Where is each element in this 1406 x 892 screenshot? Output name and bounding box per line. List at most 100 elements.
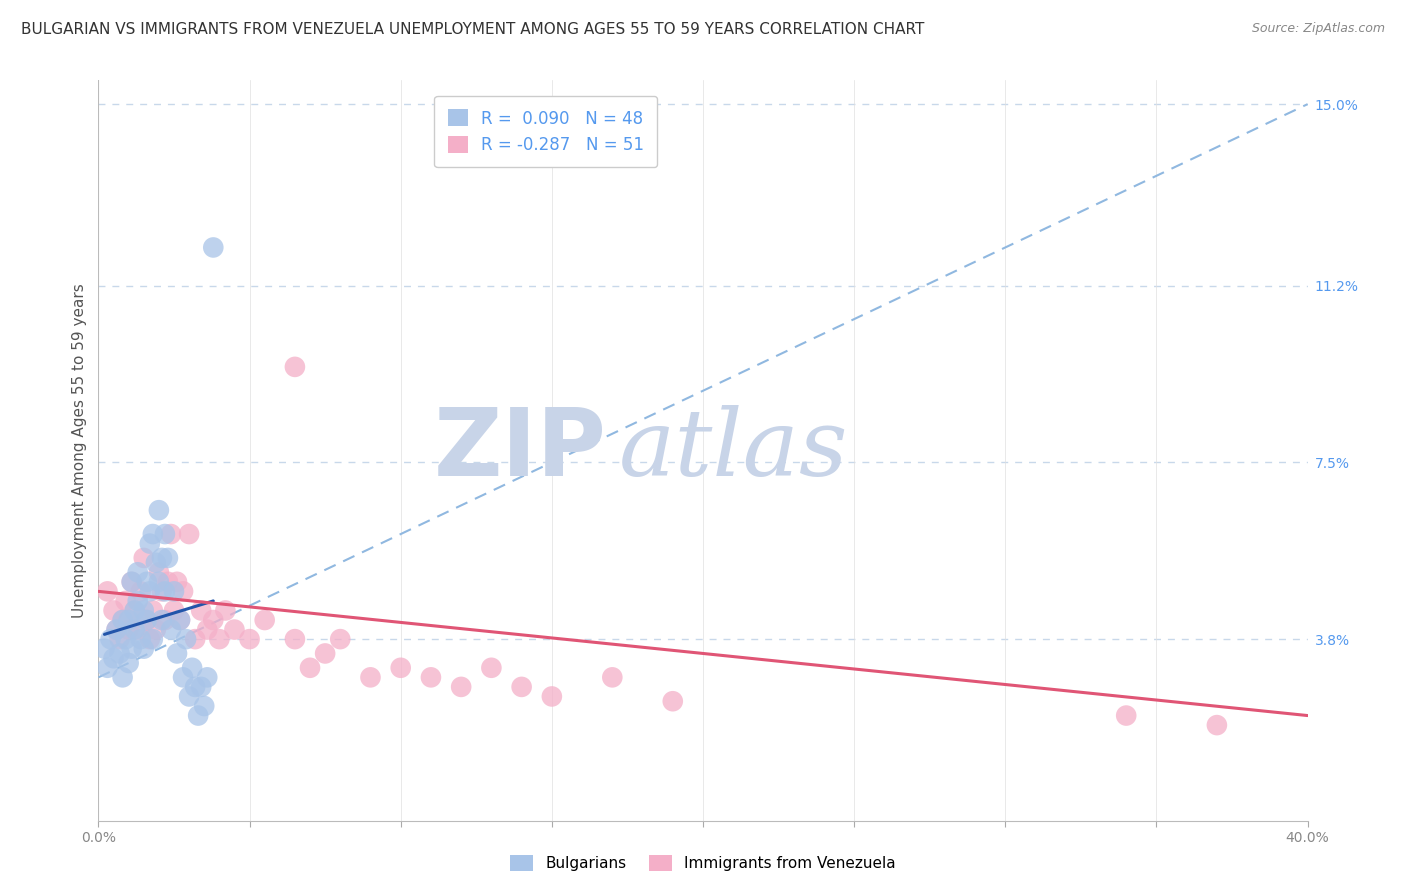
Point <box>139 584 162 599</box>
Point <box>284 632 307 647</box>
Point <box>111 670 134 684</box>
Point <box>153 527 176 541</box>
Point <box>121 641 143 656</box>
Point <box>329 632 352 647</box>
Point <box>181 661 204 675</box>
Point <box>166 647 188 661</box>
Point <box>208 632 231 647</box>
Y-axis label: Unemployment Among Ages 55 to 59 years: Unemployment Among Ages 55 to 59 years <box>72 283 87 618</box>
Point <box>190 603 212 617</box>
Point <box>135 613 157 627</box>
Point <box>214 603 236 617</box>
Point <box>239 632 262 647</box>
Point <box>420 670 443 684</box>
Point <box>602 670 624 684</box>
Point <box>129 584 152 599</box>
Text: Source: ZipAtlas.com: Source: ZipAtlas.com <box>1251 22 1385 36</box>
Point <box>145 556 167 570</box>
Point <box>163 584 186 599</box>
Point <box>314 647 336 661</box>
Point <box>148 574 170 589</box>
Point <box>96 661 118 675</box>
Point <box>132 641 155 656</box>
Point <box>179 527 201 541</box>
Point <box>150 584 173 599</box>
Point <box>202 240 225 254</box>
Point <box>299 661 322 675</box>
Text: atlas: atlas <box>619 406 848 495</box>
Point <box>111 613 134 627</box>
Point <box>148 503 170 517</box>
Point <box>105 623 128 637</box>
Point <box>156 550 179 565</box>
Point <box>103 651 125 665</box>
Text: BULGARIAN VS IMMIGRANTS FROM VENEZUELA UNEMPLOYMENT AMONG AGES 55 TO 59 YEARS CO: BULGARIAN VS IMMIGRANTS FROM VENEZUELA U… <box>21 22 925 37</box>
Point <box>202 613 225 627</box>
Point <box>124 603 146 617</box>
Point <box>195 670 218 684</box>
Point <box>142 632 165 647</box>
Point <box>184 680 207 694</box>
Point <box>169 613 191 627</box>
Point <box>127 623 149 637</box>
Point <box>163 603 186 617</box>
Point <box>360 670 382 684</box>
Point <box>100 632 122 647</box>
Point <box>135 574 157 589</box>
Point <box>103 603 125 617</box>
Point <box>166 574 188 589</box>
Point <box>127 566 149 580</box>
Point <box>169 613 191 627</box>
Point <box>172 670 194 684</box>
Point <box>190 680 212 694</box>
Point <box>93 641 115 656</box>
Point <box>121 574 143 589</box>
Point <box>1206 718 1229 732</box>
Point <box>96 584 118 599</box>
Point <box>661 694 683 708</box>
Point <box>124 623 146 637</box>
Point <box>156 574 179 589</box>
Point <box>127 594 149 608</box>
Point <box>114 594 136 608</box>
Point <box>153 613 176 627</box>
Point <box>187 708 209 723</box>
Point <box>139 536 162 550</box>
Point <box>160 623 183 637</box>
Point <box>132 550 155 565</box>
Point <box>195 623 218 637</box>
Point <box>253 613 276 627</box>
Point <box>114 632 136 647</box>
Legend: R =  0.090   N = 48, R = -0.287   N = 51: R = 0.090 N = 48, R = -0.287 N = 51 <box>434 96 658 168</box>
Point <box>135 613 157 627</box>
Point <box>284 359 307 374</box>
Legend: Bulgarians, Immigrants from Venezuela: Bulgarians, Immigrants from Venezuela <box>503 849 903 877</box>
Point <box>540 690 562 704</box>
Point <box>150 550 173 565</box>
Point <box>132 603 155 617</box>
Point <box>481 661 503 675</box>
Point <box>118 623 141 637</box>
Point <box>184 632 207 647</box>
Point <box>193 698 215 713</box>
Point <box>150 613 173 627</box>
Point <box>105 623 128 637</box>
Point <box>118 656 141 670</box>
Point <box>111 613 134 627</box>
Point <box>160 527 183 541</box>
Point <box>450 680 472 694</box>
Point <box>1115 708 1137 723</box>
Point <box>124 603 146 617</box>
Text: ZIP: ZIP <box>433 404 606 497</box>
Point <box>129 632 152 647</box>
Point <box>118 613 141 627</box>
Point <box>510 680 533 694</box>
Point <box>179 690 201 704</box>
Point <box>108 647 131 661</box>
Point <box>224 623 246 637</box>
Point <box>145 623 167 637</box>
Point <box>108 632 131 647</box>
Point <box>142 603 165 617</box>
Point <box>389 661 412 675</box>
Point <box>121 574 143 589</box>
